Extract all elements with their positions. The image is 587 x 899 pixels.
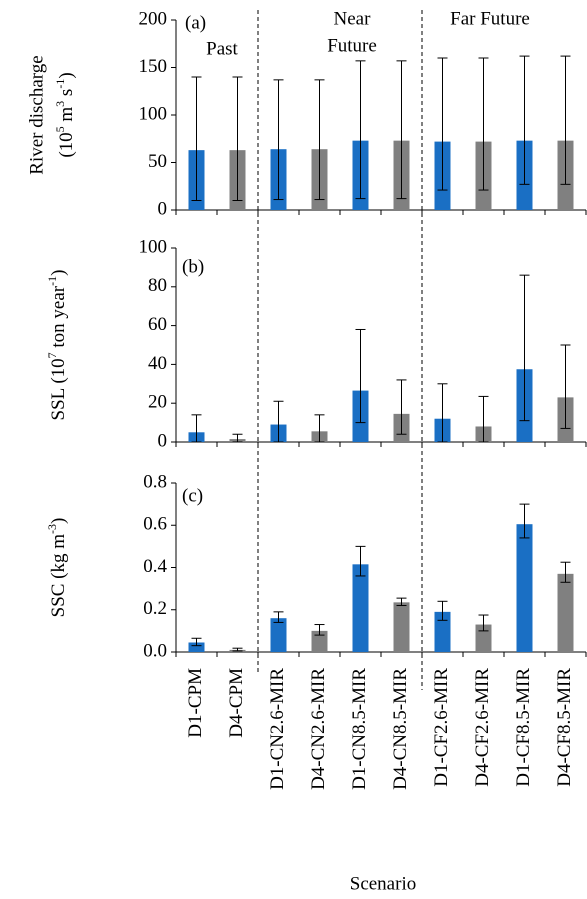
bar [434,611,451,652]
superscript: -1 [53,79,67,89]
y-tick-label: 50 [148,151,167,172]
y-axis-label: (105 m3 s-1) [53,72,78,157]
superscript: 3 [53,101,67,107]
y-axis-label: River discharge [26,55,47,174]
superscript: 5 [53,126,67,132]
y-axis-label: SSC (kg m-3) [45,518,70,618]
y-tick-label: 20 [148,392,167,413]
superscript: -1 [45,276,59,286]
x-tick-label: D1-CF8.5-MIR [513,668,534,787]
x-tick-label: D4-CN2.6-MIR [308,668,329,790]
y-tick-label: 0 [158,430,168,451]
bar [270,618,287,652]
label-part: ton year [48,285,69,352]
label-part: m [56,107,77,127]
y-tick-label: 40 [148,353,167,374]
bar [188,642,205,652]
label-part: s [56,89,77,101]
x-tick-label: D4-CN8.5-MIR [390,668,411,790]
bar [475,624,492,652]
label-part: ) [56,72,77,78]
annotation: Near [334,8,372,29]
bar [352,564,369,652]
panel-label: (c) [182,485,203,506]
superscript: -3 [45,524,59,534]
label-part: ) [48,518,69,524]
panel-label: (b) [182,256,204,277]
superscript: 7 [45,352,59,358]
bar [311,630,328,652]
panel-label: (a) [185,12,206,33]
x-tick-label: D1-CN2.6-MIR [267,668,288,790]
bar [393,602,410,652]
x-tick-label: D4-CPM [226,668,247,738]
y-tick-label: 0.0 [143,640,167,661]
x-tick-label: D4-CF8.5-MIR [554,668,575,787]
y-tick-label: 60 [148,314,167,335]
bar [557,573,574,652]
x-tick-label: D1-CPM [185,668,206,738]
label-part: ) [48,270,69,276]
y-tick-label: 100 [139,103,168,124]
annotation: Past [206,38,238,59]
label-part: SSC (kg m [48,534,69,618]
y-tick-label: 0 [158,198,168,219]
y-tick-label: 150 [139,56,168,77]
y-tick-label: 100 [139,236,168,257]
y-tick-label: 0.6 [143,514,167,535]
y-axis-label: SSL (107 ton year-1) [45,270,70,421]
y-tick-label: 0.8 [143,471,167,492]
x-axis-label: Scenario [350,873,416,894]
y-tick-label: 0.2 [143,598,167,619]
label-part: (10 [56,132,77,157]
annotation: Far Future [450,8,530,29]
x-tick-label: D1-CF2.6-MIR [431,668,452,787]
y-tick-label: 80 [148,275,167,296]
x-tick-label: D1-CN8.5-MIR [349,668,370,790]
bar [516,524,533,652]
annotation: Future [327,35,377,56]
label-part: SSL (10 [48,358,69,420]
y-tick-label: 0.4 [143,556,167,577]
x-tick-label: D4-CF2.6-MIR [472,668,493,787]
y-tick-label: 200 [139,8,168,29]
